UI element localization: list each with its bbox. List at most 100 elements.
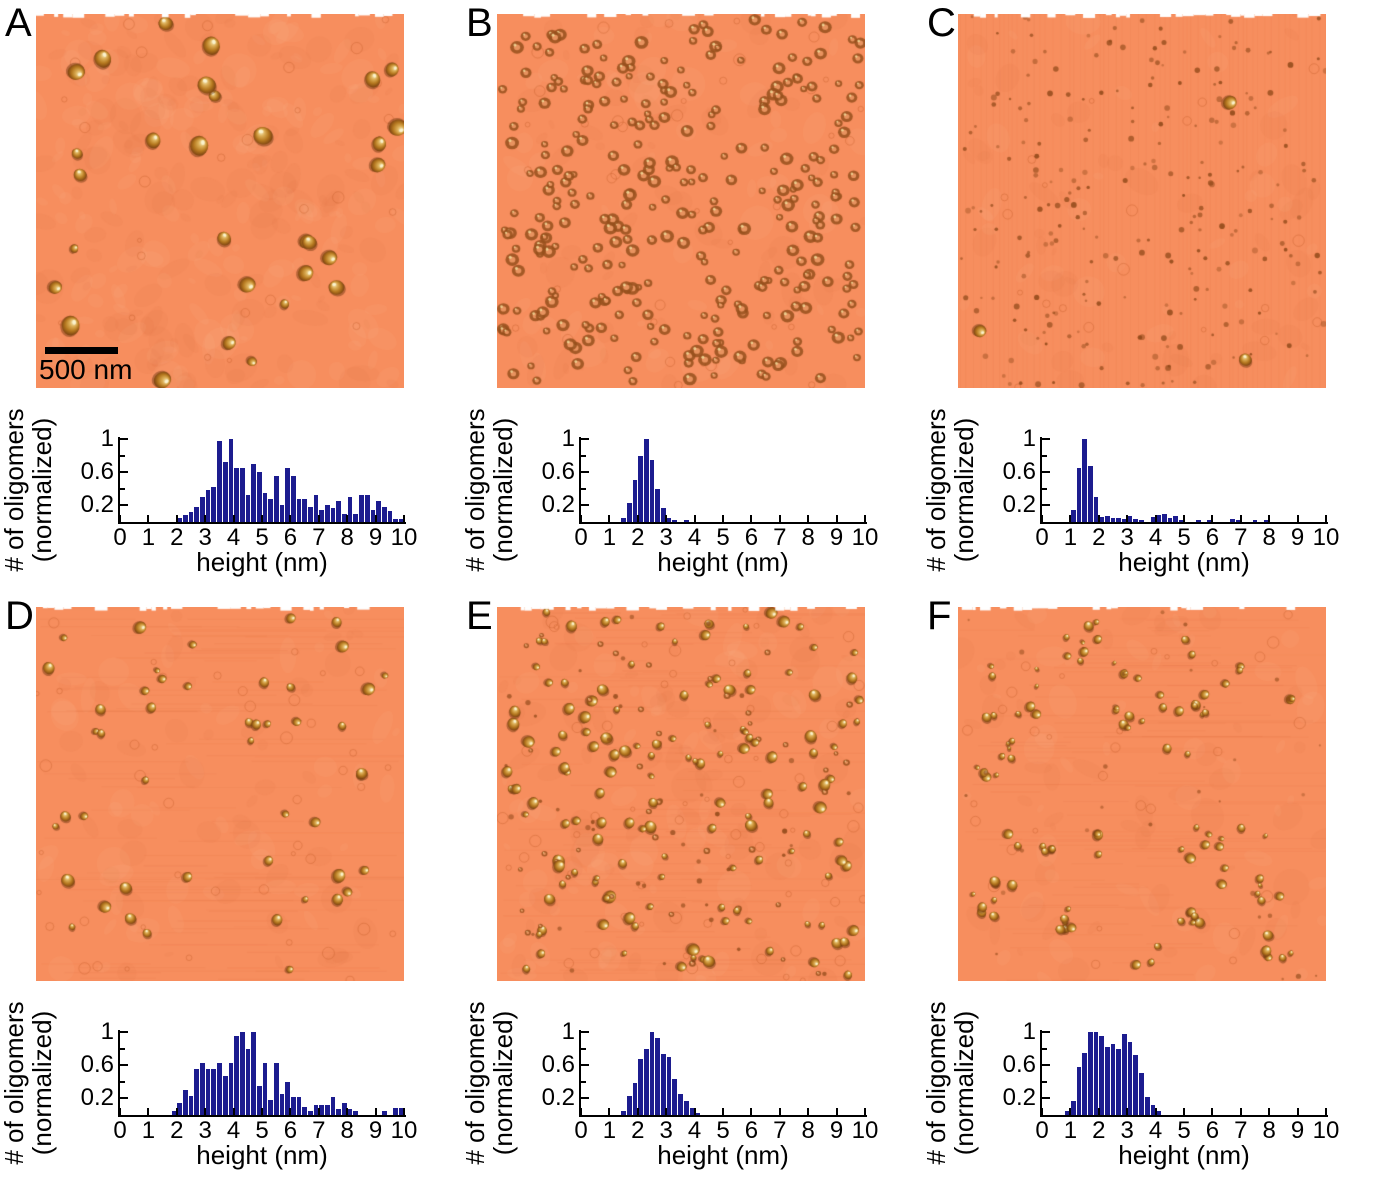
hist-bar bbox=[1099, 517, 1105, 522]
hist-bar bbox=[1133, 519, 1139, 522]
y-tick bbox=[581, 471, 589, 474]
hist-bar bbox=[381, 507, 387, 522]
hist-bar bbox=[308, 507, 313, 522]
x-tick bbox=[835, 1108, 838, 1115]
y-tick bbox=[581, 487, 586, 490]
x-tick-label: 7 bbox=[1234, 524, 1248, 551]
y-tick bbox=[1042, 471, 1050, 474]
hist-bar bbox=[1110, 518, 1116, 522]
x-tick-label: 9 bbox=[368, 1117, 383, 1144]
x-tick bbox=[232, 1108, 235, 1115]
x-tick bbox=[232, 515, 235, 522]
x-tick-label: 7 bbox=[312, 1117, 326, 1144]
hist-bar bbox=[234, 1036, 239, 1115]
y-tick bbox=[120, 487, 125, 490]
hist-bar bbox=[1173, 516, 1178, 522]
y-axis-line bbox=[118, 437, 120, 524]
x-tick bbox=[580, 515, 582, 522]
hist-bar bbox=[222, 462, 228, 522]
x-tick-label: 3 bbox=[1120, 1117, 1134, 1144]
y-tick bbox=[581, 1080, 586, 1083]
hist-bar bbox=[1122, 519, 1127, 522]
x-tick-label: 7 bbox=[773, 1117, 787, 1144]
hist-bar bbox=[1110, 1044, 1116, 1115]
hist-bar bbox=[330, 508, 336, 522]
hist-bar bbox=[1144, 1097, 1150, 1115]
afm-image bbox=[958, 14, 1326, 388]
histogram: # of oligomers (normalized) 0 1 2 3 4 5 6 7 8 9 10… bbox=[921, 983, 1383, 1186]
y-axis-line bbox=[579, 1030, 581, 1117]
hist-bar bbox=[211, 487, 217, 522]
hist-bar bbox=[381, 1111, 387, 1115]
hist-bar bbox=[183, 515, 188, 522]
x-tick-label: 10 bbox=[851, 1117, 879, 1144]
hist-bar bbox=[1076, 468, 1082, 522]
hist-bar bbox=[1122, 1034, 1127, 1115]
hist-bar bbox=[336, 1109, 342, 1115]
y-tick-label: 1 bbox=[100, 425, 114, 452]
hist-bar bbox=[251, 1032, 256, 1115]
hist-bar bbox=[1133, 1055, 1139, 1115]
panel-letter: F bbox=[927, 594, 952, 638]
y-tick bbox=[1042, 1080, 1047, 1083]
y-tick bbox=[120, 1047, 125, 1050]
x-tick bbox=[1126, 515, 1129, 522]
x-axis-line bbox=[579, 522, 867, 524]
y-tick bbox=[581, 1097, 589, 1100]
y-tick bbox=[1042, 438, 1050, 440]
x-tick bbox=[778, 515, 781, 522]
hist-bar bbox=[638, 456, 644, 522]
x-tick-label: 3 bbox=[659, 524, 673, 551]
x-tick-label: 1 bbox=[602, 1117, 617, 1144]
y-tick bbox=[581, 1047, 586, 1050]
x-tick bbox=[147, 1108, 150, 1115]
x-tick bbox=[693, 1108, 696, 1115]
hist-bar bbox=[1127, 516, 1133, 522]
histogram: # of oligomers (normalized) 0 1 2 3 4 5 6 7 8 9 10… bbox=[460, 983, 922, 1186]
hist-bar bbox=[256, 472, 262, 522]
x-tick-label: 1 bbox=[141, 524, 156, 551]
x-tick-label: 0 bbox=[574, 1117, 588, 1144]
plot-area: 0 1 2 3 4 5 6 7 8 9 10 1 0.6 0.2 bbox=[922, 983, 1383, 1186]
hist-bar bbox=[627, 503, 632, 522]
scale-bar-label: 500 nm bbox=[39, 354, 133, 385]
x-tick-label: 8 bbox=[340, 1117, 354, 1144]
scale-bar: 500 nm bbox=[39, 347, 132, 385]
x-tick bbox=[750, 515, 753, 522]
x-tick-label: 6 bbox=[1205, 524, 1220, 551]
hist-bar bbox=[200, 497, 205, 522]
y-tick bbox=[581, 1031, 589, 1033]
hist-bar bbox=[644, 1049, 649, 1115]
panel-letter: B bbox=[466, 1, 493, 45]
x-tick bbox=[204, 515, 207, 522]
y-tick-label: 0.6 bbox=[80, 1051, 114, 1079]
x-tick-label: 10 bbox=[1312, 524, 1340, 551]
x-tick-label: 10 bbox=[390, 1117, 418, 1144]
hist-bar bbox=[342, 1103, 347, 1115]
hist-bar bbox=[234, 468, 239, 522]
hist-bar bbox=[285, 468, 290, 522]
x-tick bbox=[147, 515, 150, 522]
hist-bar bbox=[347, 497, 353, 522]
hist-bar bbox=[1071, 1101, 1076, 1115]
hist-bar bbox=[205, 1069, 211, 1115]
x-tick-label: 8 bbox=[801, 1117, 815, 1144]
afm-image bbox=[36, 607, 404, 981]
hist-bar bbox=[621, 1111, 627, 1115]
hist-bar bbox=[1235, 520, 1241, 522]
x-tick bbox=[403, 1108, 405, 1115]
x-tick bbox=[778, 1108, 781, 1115]
hist-bar bbox=[683, 1101, 689, 1115]
hist-bar bbox=[273, 1063, 279, 1115]
hist-bar bbox=[1156, 1111, 1161, 1115]
y-tick bbox=[581, 504, 589, 507]
hist-bar bbox=[308, 1111, 313, 1115]
x-tick-label: 4 bbox=[1148, 524, 1163, 551]
hist-bar bbox=[398, 519, 404, 522]
x-tick-label: 2 bbox=[170, 1117, 184, 1144]
x-tick-label: 0 bbox=[574, 524, 588, 551]
x-tick-label: 6 bbox=[1205, 1117, 1220, 1144]
hist-bar bbox=[1207, 520, 1212, 522]
